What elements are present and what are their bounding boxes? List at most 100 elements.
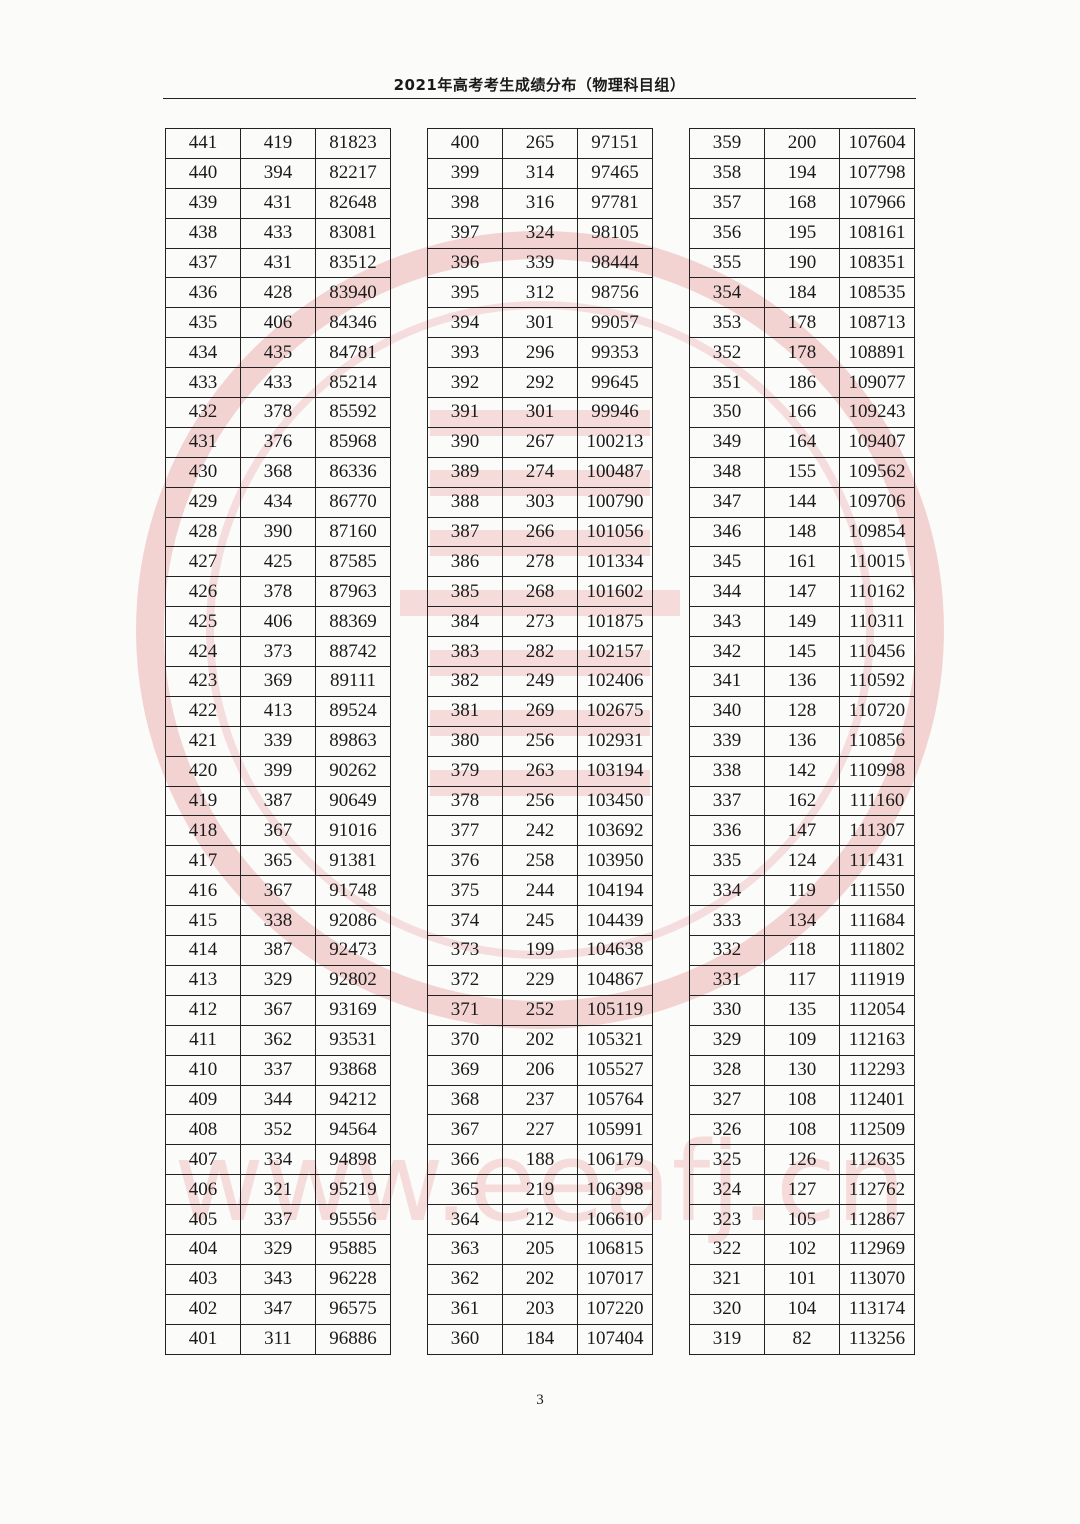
- score-cell: 366: [427, 1144, 503, 1176]
- table-row: 377 242 103692: [427, 815, 653, 847]
- cumulative-cell: 83512: [315, 247, 391, 279]
- count-cell: 394: [240, 157, 316, 189]
- score-cell: 371: [427, 994, 503, 1026]
- cumulative-cell: 108161: [839, 217, 915, 249]
- count-cell: 126: [764, 1144, 840, 1176]
- cumulative-cell: 105991: [577, 1114, 653, 1146]
- cumulative-cell: 91016: [315, 815, 391, 847]
- cumulative-cell: 95219: [315, 1174, 391, 1206]
- count-cell: 200: [764, 128, 840, 159]
- count-cell: 267: [502, 426, 578, 458]
- score-cell: 348: [689, 456, 765, 488]
- table-row: 418 367 91016: [165, 815, 391, 847]
- count-cell: 266: [502, 516, 578, 548]
- count-cell: 399: [240, 755, 316, 787]
- count-cell: 329: [240, 1233, 316, 1265]
- count-cell: 256: [502, 725, 578, 757]
- score-cell: 404: [165, 1233, 241, 1265]
- cumulative-cell: 110015: [839, 546, 915, 578]
- score-cell: 423: [165, 666, 241, 697]
- cumulative-cell: 101334: [577, 546, 653, 578]
- table-row: 415 338 92086: [165, 905, 391, 937]
- table-row: 396 339 98444: [427, 247, 653, 279]
- table-row: 427 425 87585: [165, 546, 391, 578]
- count-cell: 301: [502, 307, 578, 339]
- score-cell: 331: [689, 964, 765, 996]
- score-cell: 347: [689, 486, 765, 518]
- count-cell: 219: [502, 1174, 578, 1206]
- cumulative-cell: 96228: [315, 1263, 391, 1295]
- score-cell: 354: [689, 277, 765, 309]
- count-cell: 227: [502, 1114, 578, 1146]
- count-cell: 376: [240, 426, 316, 458]
- cumulative-cell: 83081: [315, 217, 391, 249]
- count-cell: 144: [764, 486, 840, 518]
- count-cell: 194: [764, 157, 840, 189]
- cumulative-cell: 97465: [577, 157, 653, 189]
- table-row: 401 311 96886: [165, 1323, 391, 1355]
- table-row: 411 362 93531: [165, 1024, 391, 1056]
- count-cell: 428: [240, 277, 316, 309]
- table-row: 424 373 88742: [165, 636, 391, 668]
- score-cell: 362: [427, 1263, 503, 1295]
- score-cell: 429: [165, 486, 241, 518]
- table-row: 357 168 107966: [689, 187, 915, 219]
- score-cell: 336: [689, 815, 765, 847]
- count-cell: 338: [240, 905, 316, 937]
- table-row: 399 314 97465: [427, 157, 653, 189]
- cumulative-cell: 89863: [315, 725, 391, 757]
- count-cell: 390: [240, 516, 316, 548]
- count-cell: 178: [764, 337, 840, 369]
- table-row: 392 292 99645: [427, 367, 653, 399]
- count-cell: 145: [764, 636, 840, 668]
- count-cell: 118: [764, 935, 840, 966]
- cumulative-cell: 85968: [315, 426, 391, 458]
- table-row: 435 406 84346: [165, 307, 391, 339]
- count-cell: 406: [240, 307, 316, 339]
- table-row: 356 195 108161: [689, 217, 915, 249]
- table-row: 387 266 101056: [427, 516, 653, 548]
- table-row: 439 431 82648: [165, 187, 391, 219]
- table-row: 322 102 112969: [689, 1233, 915, 1265]
- score-cell: 439: [165, 187, 241, 219]
- table-row: 345 161 110015: [689, 546, 915, 578]
- count-cell: 212: [502, 1204, 578, 1235]
- table-row: 391 301 99946: [427, 397, 653, 428]
- count-cell: 265: [502, 128, 578, 159]
- count-cell: 367: [240, 994, 316, 1026]
- table-row: 382 249 102406: [427, 666, 653, 697]
- score-cell: 339: [689, 725, 765, 757]
- table-row: 426 378 87963: [165, 576, 391, 608]
- score-cell: 356: [689, 217, 765, 249]
- cumulative-cell: 94212: [315, 1084, 391, 1116]
- table-row: 431 376 85968: [165, 426, 391, 458]
- count-cell: 105: [764, 1204, 840, 1235]
- score-cell: 415: [165, 905, 241, 937]
- count-cell: 136: [764, 725, 840, 757]
- table-row: 420 399 90262: [165, 755, 391, 787]
- count-cell: 433: [240, 217, 316, 249]
- score-cell: 346: [689, 516, 765, 548]
- count-cell: 343: [240, 1263, 316, 1295]
- count-cell: 124: [764, 845, 840, 877]
- table-row: 384 273 101875: [427, 606, 653, 638]
- score-cell: 355: [689, 247, 765, 279]
- table-row: 408 352 94564: [165, 1114, 391, 1146]
- cumulative-cell: 107604: [839, 128, 915, 159]
- table-row: 374 245 104439: [427, 905, 653, 937]
- score-cell: 351: [689, 367, 765, 399]
- cumulative-cell: 96575: [315, 1293, 391, 1325]
- table-row: 388 303 100790: [427, 486, 653, 518]
- table-row: 429 434 86770: [165, 486, 391, 518]
- count-cell: 406: [240, 606, 316, 638]
- cumulative-cell: 112762: [839, 1174, 915, 1206]
- cumulative-cell: 87160: [315, 516, 391, 548]
- count-cell: 321: [240, 1174, 316, 1206]
- score-cell: 389: [427, 456, 503, 488]
- cumulative-cell: 112401: [839, 1084, 915, 1116]
- count-cell: 419: [240, 128, 316, 159]
- table-row: 406 321 95219: [165, 1174, 391, 1206]
- score-cell: 397: [427, 217, 503, 249]
- table-row: 394 301 99057: [427, 307, 653, 339]
- score-table-2: 400 265 97151 399 314 97465 398 316 97781 397 324 9…: [427, 128, 653, 1355]
